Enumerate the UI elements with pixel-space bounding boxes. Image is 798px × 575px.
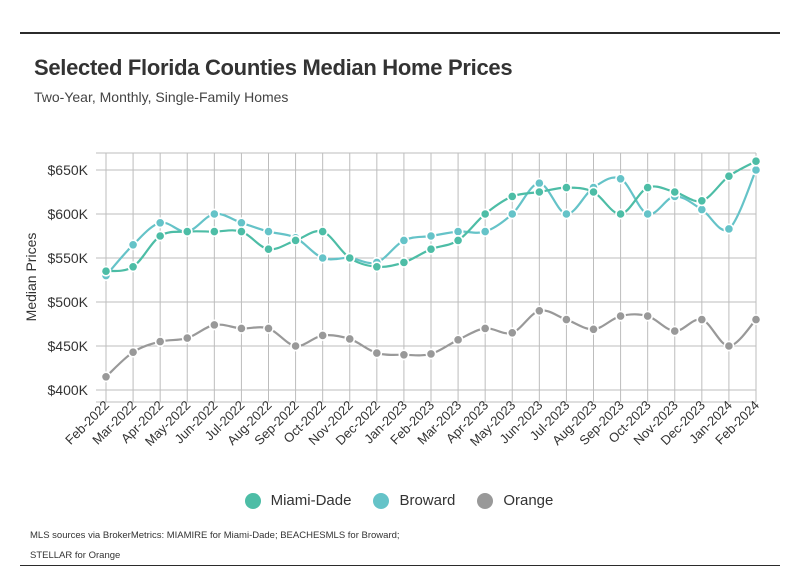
data-point-miami-dade [425,243,437,255]
data-point-broward [154,217,166,229]
y-tick-label: $650K [48,162,89,178]
data-point-broward [750,164,762,176]
data-point-orange [642,310,654,322]
y-tick-label: $600K [48,206,89,222]
legend-label: Orange [503,492,554,509]
data-point-orange [290,340,301,352]
data-point-miami-dade [100,265,112,277]
data-point-broward [398,234,410,246]
data-point-miami-dade [181,226,193,237]
data-point-broward [615,173,626,185]
source-note-line-2: STELLAR for Orange [30,550,121,561]
x-axis-ticks: Feb-2022Mar-2022Apr-2022May-2022Jun-2022… [62,398,762,449]
legend-item-miami-dade: Miami-Dade [244,492,352,509]
data-point-orange [723,340,735,352]
chart-grid [96,152,757,403]
data-point-orange [208,319,220,331]
legend-item-orange: Orange [477,492,553,509]
data-point-miami-dade [290,234,301,246]
data-point-miami-dade [723,170,735,182]
chart-subtitle: Two-Year, Monthly, Single-Family Homes [34,89,289,105]
data-point-miami-dade [615,208,626,220]
data-point-miami-dade [588,186,599,198]
data-point-broward [127,239,139,251]
y-tick-label: $500K [48,294,89,310]
data-point-broward [479,226,491,237]
data-point-miami-dade [263,243,274,255]
data-point-broward [723,223,735,235]
chart-title: Selected Florida Counties Median Home Pr… [34,55,513,80]
data-point-miami-dade [398,256,410,268]
legend-label: Miami-Dade [270,492,352,509]
data-point-orange [588,323,599,335]
top-rule [20,32,780,34]
data-point-miami-dade [533,186,545,198]
data-point-orange [425,348,437,360]
data-point-broward [452,226,464,237]
data-point-broward [696,204,708,215]
data-point-orange [100,371,112,383]
data-point-orange [696,314,708,325]
data-point-broward [425,230,437,242]
data-point-miami-dade [371,261,383,273]
data-point-broward [533,177,545,189]
data-point-orange [127,346,139,358]
data-point-miami-dade [154,230,166,242]
data-point-orange [561,314,572,325]
data-point-miami-dade [317,226,329,237]
data-point-orange [750,314,762,325]
data-point-orange [181,332,193,344]
data-point-miami-dade [669,186,681,198]
data-point-broward [506,208,518,220]
data-point-orange [344,333,356,345]
data-point-orange [371,347,383,359]
data-point-orange [452,334,464,346]
data-point-orange [154,336,166,347]
legend-swatch-broward [373,492,390,509]
data-point-broward [561,208,572,220]
y-tick-label: $550K [48,250,89,266]
data-point-orange [615,310,626,322]
data-point-miami-dade [696,195,708,207]
legend-label: Broward [399,492,456,509]
data-point-orange [479,322,491,334]
y-tick-label: $400K [48,382,89,398]
data-point-orange [506,327,518,339]
data-point-broward [642,208,654,220]
data-point-broward [208,208,220,220]
y-axis-label: Median Prices [23,233,39,322]
data-point-orange [263,322,274,334]
series-points [100,155,762,383]
data-point-broward [236,217,247,229]
bottom-rule [20,565,780,566]
data-point-broward [263,226,274,237]
data-point-miami-dade [561,182,572,193]
data-point-orange [669,325,681,337]
data-point-miami-dade [750,155,762,167]
data-point-miami-dade [344,252,356,264]
data-point-miami-dade [236,226,247,237]
data-point-miami-dade [506,190,518,202]
legend-item-broward: Broward [373,492,455,509]
data-point-orange [533,305,545,317]
data-point-miami-dade [452,234,464,246]
y-tick-label: $450K [48,338,89,354]
legend-swatch-miami-dade [244,492,261,509]
data-point-orange [398,349,410,361]
data-point-orange [317,330,329,341]
legend: Miami-Dade Broward Orange [0,492,798,509]
data-point-miami-dade [642,182,654,193]
data-point-broward [317,252,329,264]
y-axis-ticks: $400K $450K $500K $550K $600K $650K [48,162,89,398]
legend-swatch-orange [477,492,494,509]
data-point-miami-dade [479,208,491,220]
source-note-line-1: MLS sources via BrokerMetrics: MIAMIRE f… [30,530,400,541]
data-point-orange [236,322,247,334]
data-point-miami-dade [208,226,220,237]
data-point-miami-dade [127,261,139,273]
